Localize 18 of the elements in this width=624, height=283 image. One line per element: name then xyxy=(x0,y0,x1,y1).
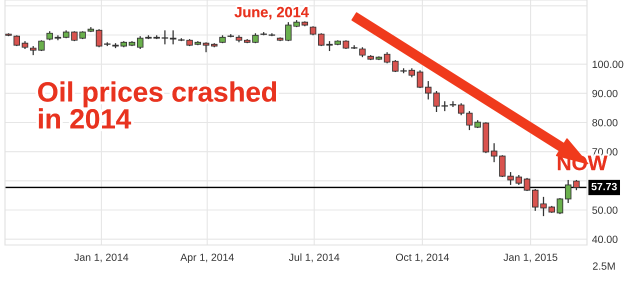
y-tick-label: 80.00 xyxy=(592,119,618,126)
candlestick xyxy=(540,196,547,217)
text: 2.5M xyxy=(592,262,615,270)
x-tick-label: Jan 1, 2014 xyxy=(74,254,128,262)
y-tick-label: 50.00 xyxy=(592,206,618,214)
ref-line-label: 57.73 xyxy=(591,182,617,190)
y-tick-label: 40.00 xyxy=(592,236,618,244)
candlestick xyxy=(433,90,440,113)
annotation: June, 2014 xyxy=(234,6,309,20)
x-tick-label: Jan 1, 2015 xyxy=(504,254,558,262)
annotation: Oil prices crashed in 2014 xyxy=(38,81,276,129)
y-tick-label: 90.00 xyxy=(592,90,618,98)
x-tick-label: Apr 1, 2014 xyxy=(180,254,234,264)
x-tick-label: Oct 1, 2014 xyxy=(396,254,450,262)
candlestick xyxy=(359,46,366,58)
candlestick xyxy=(170,30,176,45)
y-tick-label: 100.00 xyxy=(592,60,624,68)
x-tick-label: Jul 1, 2014 xyxy=(288,253,340,262)
